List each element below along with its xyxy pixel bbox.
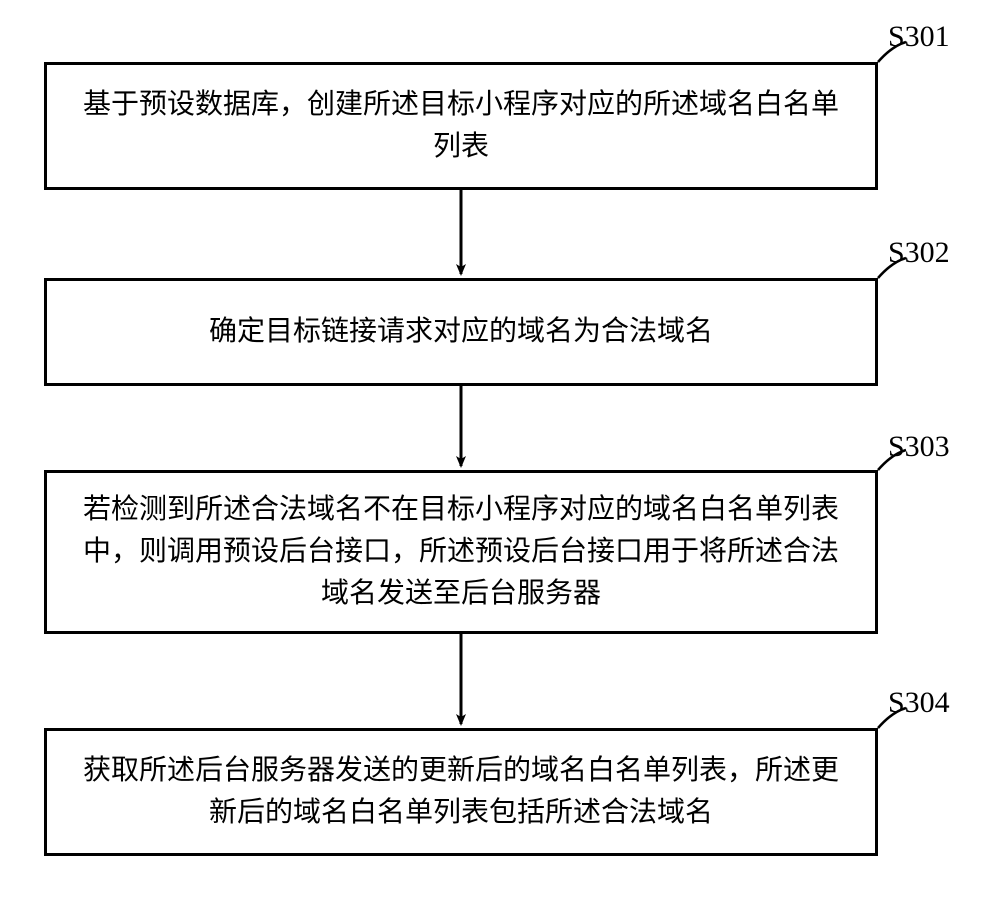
step-label-s301: S301 (888, 20, 950, 54)
flow-node-s301: 基于预设数据库，创建所述目标小程序对应的所述域名白名单列表 (44, 62, 878, 190)
step-label-s303: S303 (888, 430, 950, 464)
flow-node-s304: 获取所述后台服务器发送的更新后的域名白名单列表，所述更新后的域名白名单列表包括所… (44, 728, 878, 856)
flowchart-canvas: 基于预设数据库，创建所述目标小程序对应的所述域名白名单列表 S301 确定目标链… (0, 0, 1000, 901)
flow-node-text: 确定目标链接请求对应的域名为合法域名 (71, 311, 851, 353)
flow-node-s302: 确定目标链接请求对应的域名为合法域名 (44, 278, 878, 386)
flow-node-s303: 若检测到所述合法域名不在目标小程序对应的域名白名单列表中，则调用预设后台接口，所… (44, 470, 878, 634)
flow-node-text: 基于预设数据库，创建所述目标小程序对应的所述域名白名单列表 (71, 84, 851, 168)
step-label-s304: S304 (888, 686, 950, 720)
flow-node-text: 获取所述后台服务器发送的更新后的域名白名单列表，所述更新后的域名白名单列表包括所… (71, 750, 851, 834)
step-label-s302: S302 (888, 236, 950, 270)
flow-node-text: 若检测到所述合法域名不在目标小程序对应的域名白名单列表中，则调用预设后台接口，所… (71, 489, 851, 615)
